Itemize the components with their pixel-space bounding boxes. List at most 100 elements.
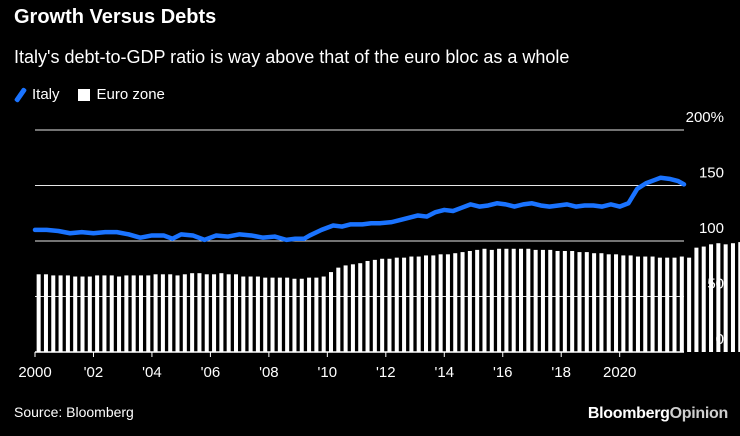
euro-zone-box-swatch-icon: [77, 88, 90, 101]
euro-zone-bar: [117, 276, 122, 352]
brand-logo-part-1: Bloomberg: [587, 405, 670, 422]
euro-zone-bar: [394, 257, 399, 352]
euro-zone-bar: [431, 255, 436, 352]
euro-zone-bar: [643, 256, 648, 352]
euro-zone-bar: [204, 274, 209, 352]
euro-zone-bar: [160, 274, 165, 352]
euro-zone-bar: [409, 256, 414, 352]
euro-zone-bar: [299, 278, 304, 352]
euro-zone-bar: [124, 275, 129, 352]
euro-zone-bar: [219, 273, 224, 352]
euro-zone-bar: [314, 277, 319, 352]
y-tick-label: 200%: [686, 109, 724, 126]
euro-zone-bar: [307, 277, 312, 352]
euro-zone-bar: [190, 273, 195, 352]
y-tick-label: 150: [699, 165, 724, 182]
euro-zone-bar: [241, 276, 246, 352]
euro-zone-bar: [255, 276, 260, 352]
brand-logo-part-2: Opinion: [669, 405, 729, 422]
euro-zone-bar: [716, 243, 721, 352]
x-tick-label: 2000: [18, 364, 51, 381]
euro-zone-bar: [95, 275, 100, 352]
axes: 0 50 100 150 200% 2000 '02 '04 '06 '08 '10 '12 '14 '1…: [18, 109, 724, 381]
euro-zone-bar: [614, 254, 619, 352]
source-note: Source: Bloomberg: [14, 404, 134, 420]
euro-zone-bar: [73, 276, 78, 352]
euro-zone-bar: [635, 256, 640, 352]
brand-logo: BloombergOpinion: [588, 405, 728, 423]
euro-zone-bar: [58, 275, 63, 352]
x-tick-label: '18: [551, 364, 571, 381]
euro-zone-bar: [577, 252, 582, 352]
y-tick-label: 0: [716, 331, 724, 348]
chart-subtitle: Italy's debt-to-GDP ratio is way above t…: [14, 47, 570, 67]
euro-zone-bar: [51, 275, 56, 352]
x-tick-label: '16: [493, 364, 513, 381]
legend-item-euro-zone: Euro zone: [77, 86, 165, 103]
euro-zone-bar: [606, 254, 611, 352]
chart-legend: Italy Euro zone: [13, 86, 183, 103]
euro-zone-bar: [80, 276, 85, 352]
legend-label-euro-zone: Euro zone: [96, 86, 165, 103]
euro-zone-bar: [723, 244, 728, 352]
euro-zone-bar: [709, 244, 714, 352]
euro-zone-bar: [233, 274, 238, 352]
euro-zone-bar: [562, 250, 567, 352]
legend-item-italy: Italy: [13, 86, 60, 103]
euro-zone-bar: [694, 247, 699, 352]
chart-title: Growth Versus Debts: [14, 6, 217, 28]
euro-zone-bar: [380, 258, 385, 352]
euro-zone-bar: [526, 248, 531, 352]
euro-zone-bar: [599, 253, 604, 352]
euro-zone-bar: [511, 248, 516, 352]
euro-zone-bar: [358, 263, 363, 352]
euro-zone-bar: [687, 257, 692, 352]
euro-zone-bar: [321, 276, 326, 352]
euro-zone-bar: [102, 275, 107, 352]
euro-zone-bar: [292, 278, 297, 352]
x-tick-label: '10: [318, 364, 338, 381]
euro-zone-bar: [540, 249, 545, 352]
euro-zone-bar: [168, 274, 173, 352]
euro-zone-bar: [424, 255, 429, 352]
euro-zone-bar: [584, 252, 589, 352]
x-tick-label: '06: [201, 364, 221, 381]
euro-zone-bar: [270, 277, 275, 352]
euro-zone-bar: [212, 274, 217, 352]
euro-zone-bar: [153, 274, 158, 352]
euro-zone-bar: [467, 250, 472, 352]
euro-zone-bar: [621, 255, 626, 352]
italy-line: [32, 175, 687, 243]
euro-zone-bar: [131, 275, 136, 352]
euro-zone-bar: [628, 255, 633, 352]
euro-zone-bar: [182, 274, 187, 352]
euro-zone-bar: [665, 257, 670, 352]
x-tick-label: '08: [259, 364, 279, 381]
euro-zone-bar: [497, 248, 502, 352]
x-tick-label: '14: [434, 364, 454, 381]
euro-zone-bars: [36, 242, 740, 352]
y-tick-label: 50: [707, 276, 724, 293]
euro-zone-bar: [197, 273, 202, 352]
euro-zone-bar: [277, 277, 282, 352]
x-tick-label: '02: [84, 364, 104, 381]
euro-zone-bar: [36, 274, 41, 352]
euro-zone-bar: [592, 253, 597, 352]
euro-zone-bar: [328, 272, 334, 352]
euro-zone-bar: [519, 248, 524, 352]
euro-zone-bar: [701, 246, 706, 352]
euro-zone-bar: [738, 242, 740, 352]
euro-zone-bar: [226, 274, 231, 352]
euro-zone-bar: [650, 256, 655, 352]
euro-zone-bar: [489, 249, 494, 352]
euro-zone-bar: [146, 275, 151, 352]
x-tick-label: '04: [142, 364, 162, 381]
euro-zone-bar: [372, 259, 377, 352]
italy-line-layer: [32, 175, 687, 243]
euro-zone-bar: [87, 276, 92, 352]
euro-zone-bar: [350, 264, 355, 352]
euro-zone-bar: [343, 265, 348, 352]
euro-zone-bar: [672, 257, 677, 352]
euro-zone-bar: [387, 258, 392, 352]
euro-zone-bar: [438, 254, 443, 352]
